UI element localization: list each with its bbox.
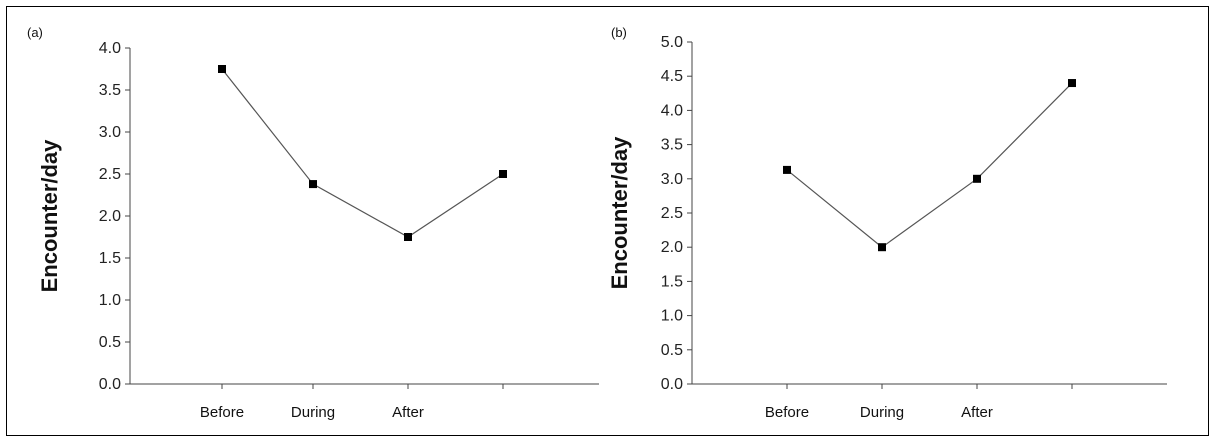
data-point-marker: [878, 243, 886, 251]
y-tick-label: 3.0: [99, 124, 121, 141]
y-tick-label: 5.0: [661, 34, 683, 51]
x-category-label: Before: [200, 404, 244, 421]
y-tick-label: 2.0: [661, 239, 683, 256]
data-point-marker: [973, 175, 981, 183]
panel-label: (a): [27, 25, 43, 40]
y-tick-label: 0.0: [661, 376, 683, 393]
series-line: [222, 69, 503, 237]
y-tick-label: 4.5: [661, 68, 683, 85]
y-tick-label: 2.5: [99, 166, 121, 183]
x-category-label: Before: [765, 404, 809, 421]
y-tick-label: 4.0: [99, 40, 121, 57]
y-tick-label: 1.0: [661, 308, 683, 325]
y-tick-label: 2.5: [661, 205, 683, 222]
y-tick-label: 3.5: [661, 137, 683, 154]
figure-frame: (a) Encounter/day 0.0 0.5 1.0 1.5 2.0 2.5 3.0 3.5…: [6, 6, 1209, 436]
data-point-marker: [309, 180, 317, 188]
data-point-marker: [404, 233, 412, 241]
data-point-marker: [783, 166, 791, 174]
panel-label: (b): [611, 25, 627, 40]
chart-panel-b: (b) Encounter/day 0.0 0.5 1.0 1.5 2.0 2.5 3.0 3.5…: [607, 13, 1207, 438]
data-point-marker: [218, 65, 226, 73]
x-category-label: After: [392, 404, 424, 421]
y-tick-label: 1.5: [99, 250, 121, 267]
y-tick-label: 0.0: [99, 376, 121, 393]
y-tick-label: 2.0: [99, 208, 121, 225]
y-tick-label: 4.0: [661, 102, 683, 119]
y-axis-title: Encounter/day: [607, 136, 632, 290]
y-tick-label: 3.5: [99, 82, 121, 99]
x-category-label: During: [860, 404, 904, 421]
y-axis-title: Encounter/day: [37, 139, 62, 293]
data-point-marker: [1068, 79, 1076, 87]
data-point-marker: [499, 170, 507, 178]
series-line: [787, 83, 1072, 247]
chart-panel-a: (a) Encounter/day 0.0 0.5 1.0 1.5 2.0 2.5 3.0 3.5…: [13, 13, 603, 438]
y-tick-label: 3.0: [661, 171, 683, 188]
x-category-label: After: [961, 404, 993, 421]
x-category-label: During: [291, 404, 335, 421]
y-tick-label: 0.5: [661, 342, 683, 359]
y-tick-label: 0.5: [99, 334, 121, 351]
y-tick-label: 1.0: [99, 292, 121, 309]
y-tick-label: 1.5: [661, 273, 683, 290]
